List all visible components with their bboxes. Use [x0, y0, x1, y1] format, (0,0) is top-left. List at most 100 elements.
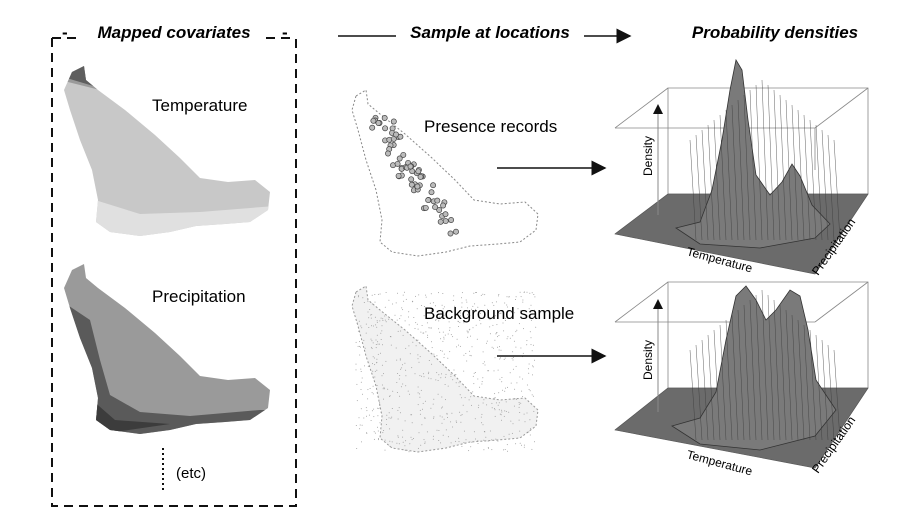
background-point	[474, 303, 476, 305]
background-point	[519, 412, 521, 413]
mesh-line	[773, 299, 781, 441]
background-point	[444, 376, 446, 378]
background-point	[477, 407, 479, 409]
background-point	[417, 328, 419, 330]
background-point	[370, 346, 372, 348]
background-point	[411, 422, 413, 424]
presence-point	[381, 115, 388, 121]
background-point	[372, 370, 374, 372]
background-point	[516, 382, 518, 384]
background-point	[508, 411, 510, 413]
background-point	[410, 414, 412, 416]
background-point	[531, 394, 533, 396]
background-point	[445, 373, 447, 375]
background-point	[387, 388, 389, 390]
presence-point	[417, 173, 424, 180]
background-point	[494, 408, 495, 409]
background-point	[489, 430, 491, 432]
background-point	[511, 432, 513, 434]
background-point	[468, 329, 470, 331]
background-point	[414, 328, 416, 329]
background-sample-label: Background sample	[424, 304, 574, 323]
background-point	[461, 306, 463, 308]
background-point	[504, 449, 506, 450]
background-point	[371, 340, 373, 342]
background-point	[495, 315, 497, 317]
background-point	[532, 365, 534, 367]
background-point	[507, 450, 508, 452]
background-point	[408, 324, 410, 326]
background-point	[382, 318, 384, 320]
background-point	[377, 341, 379, 343]
background-point	[498, 295, 499, 297]
background-point	[503, 330, 505, 332]
background-point	[458, 437, 460, 439]
background-point	[376, 369, 378, 371]
background-point	[455, 420, 457, 422]
background-point	[433, 398, 435, 400]
background-point	[453, 295, 455, 297]
background-point	[462, 314, 464, 316]
background-point	[360, 408, 362, 410]
background-point	[402, 441, 404, 443]
background-point	[371, 325, 372, 327]
background-point	[374, 364, 376, 366]
background-point	[441, 304, 443, 306]
background-point	[465, 299, 467, 301]
background-point	[382, 320, 384, 321]
background-point	[363, 302, 365, 303]
presence-point	[390, 118, 397, 125]
background-point	[431, 347, 433, 349]
background-point	[458, 382, 460, 384]
background-point	[441, 350, 443, 352]
background-point	[493, 304, 495, 306]
background-point	[526, 412, 528, 414]
background-point	[479, 312, 481, 314]
background-point	[505, 318, 506, 319]
background-point	[400, 315, 402, 317]
presence-point	[447, 230, 454, 237]
background-point	[529, 390, 531, 392]
background-point	[425, 331, 427, 333]
background-point	[528, 389, 530, 390]
background-point	[497, 440, 499, 442]
background-point	[458, 385, 460, 387]
background-point	[488, 370, 490, 372]
background-point	[494, 339, 496, 341]
background-point	[461, 445, 463, 447]
background-point	[408, 451, 410, 453]
background-point	[466, 330, 468, 332]
background-point	[457, 321, 459, 323]
background-point	[435, 319, 437, 321]
background-point	[505, 387, 506, 389]
background-point	[474, 372, 476, 373]
background-point	[515, 399, 517, 400]
background-point	[483, 361, 485, 363]
background-point	[512, 335, 514, 337]
mesh-line	[749, 299, 757, 441]
background-point	[529, 292, 531, 294]
background-point	[374, 370, 376, 372]
background-point	[377, 430, 379, 432]
background-point	[533, 294, 535, 295]
background-point	[483, 449, 485, 451]
background-point	[455, 382, 457, 384]
background-point	[368, 317, 370, 319]
background-point	[358, 417, 360, 419]
background-point	[402, 436, 404, 438]
background-points	[355, 291, 537, 453]
mesh-line	[713, 329, 721, 441]
background-point	[389, 336, 391, 337]
background-point	[516, 329, 518, 331]
background-point	[364, 347, 366, 349]
background-point	[376, 334, 378, 336]
background-point	[452, 426, 454, 428]
background-point	[430, 293, 432, 295]
mesh-line	[815, 334, 823, 441]
background-point	[433, 417, 435, 419]
background-point	[450, 334, 452, 336]
background-point	[424, 441, 426, 443]
background-point	[379, 320, 381, 322]
background-point	[522, 301, 524, 303]
density-label-1: Density	[641, 136, 655, 176]
